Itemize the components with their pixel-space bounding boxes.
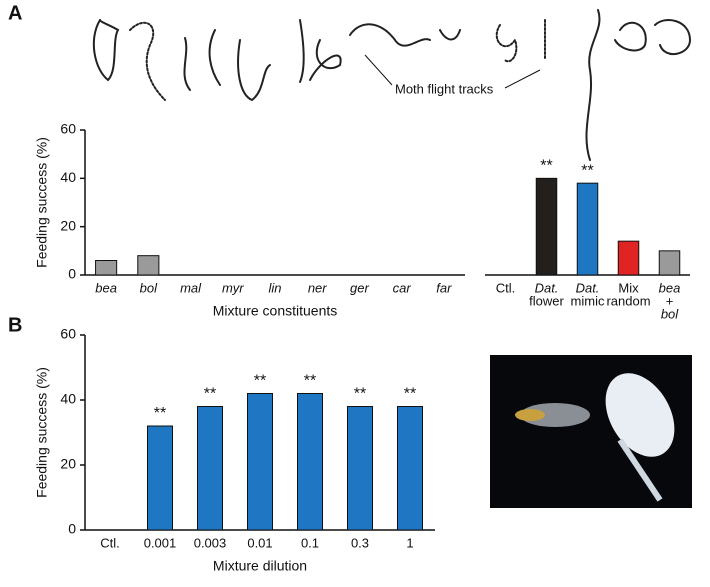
bar — [147, 425, 173, 531]
x-tick-label: 0.1 — [301, 535, 319, 550]
x-tick-label: 1 — [406, 535, 413, 550]
significance-label: ** — [204, 386, 216, 403]
x-tick-label: Ctl. — [100, 535, 120, 550]
x-tick-label: myr — [222, 280, 244, 295]
significance-label: ** — [354, 386, 366, 403]
x-tick-label: Ctl. — [496, 280, 516, 295]
x-tick-label: far — [436, 280, 452, 295]
y-axis-label: Feeding success (%) — [34, 137, 50, 268]
bar — [576, 182, 599, 276]
bar — [347, 406, 373, 531]
bar — [95, 260, 118, 276]
moth-photo — [490, 355, 692, 508]
x-tick-label: 0.01 — [247, 535, 272, 550]
x-axis-label: Mixture dilution — [213, 558, 307, 574]
x-tick-label: mal — [180, 280, 202, 295]
x-tick-label: Dat. — [535, 280, 559, 295]
panel-label: B — [8, 314, 22, 336]
x-tick-label: mimic — [571, 293, 605, 308]
bar — [617, 240, 640, 276]
bar — [247, 393, 273, 531]
x-tick-label: Dat. — [576, 280, 600, 295]
x-tick-label: bea — [659, 280, 681, 295]
bar — [535, 177, 558, 276]
bar — [137, 255, 160, 276]
x-tick-label: bea — [95, 280, 117, 295]
x-tick-label: 0.3 — [351, 535, 369, 550]
significance-label: ** — [404, 386, 416, 403]
x-tick-label: ner — [308, 280, 327, 295]
x-tick-label: + — [666, 293, 674, 308]
x-tick-label: random — [606, 293, 650, 308]
y-tick-label: 60 — [60, 326, 76, 342]
y-tick-label: 20 — [60, 217, 76, 233]
x-axis-label: Mixture constituents — [213, 303, 338, 319]
significance-label: ** — [254, 373, 266, 390]
y-tick-label: 40 — [60, 391, 76, 407]
significance-label: ** — [154, 405, 166, 422]
x-tick-label: Mix — [618, 280, 639, 295]
panel-label: A — [8, 2, 22, 24]
bar — [658, 250, 681, 276]
y-tick-label: 60 — [60, 121, 76, 137]
x-tick-label: 0.003 — [194, 535, 227, 550]
x-tick-label: flower — [529, 293, 564, 308]
y-tick-label: 0 — [68, 266, 76, 282]
significance-label: ** — [304, 373, 316, 390]
y-tick-label: 20 — [60, 456, 76, 472]
flight-tracks — [92, 9, 692, 161]
y-tick-label: 0 — [68, 521, 76, 537]
bar — [397, 406, 423, 531]
x-tick-label: bol — [140, 280, 158, 295]
y-tick-label: 40 — [60, 169, 76, 185]
bar — [197, 406, 223, 531]
x-tick-label: bol — [661, 306, 679, 321]
significance-label: ** — [581, 162, 593, 179]
x-tick-label: ger — [350, 280, 369, 295]
annotation: Moth flight tracks — [395, 81, 494, 96]
x-tick-label: lin — [268, 280, 281, 295]
bar — [297, 393, 323, 531]
x-tick-label: 0.001 — [144, 535, 177, 550]
y-axis-label: Feeding success (%) — [34, 367, 50, 498]
significance-label: ** — [540, 158, 552, 175]
x-tick-label: car — [393, 280, 412, 295]
